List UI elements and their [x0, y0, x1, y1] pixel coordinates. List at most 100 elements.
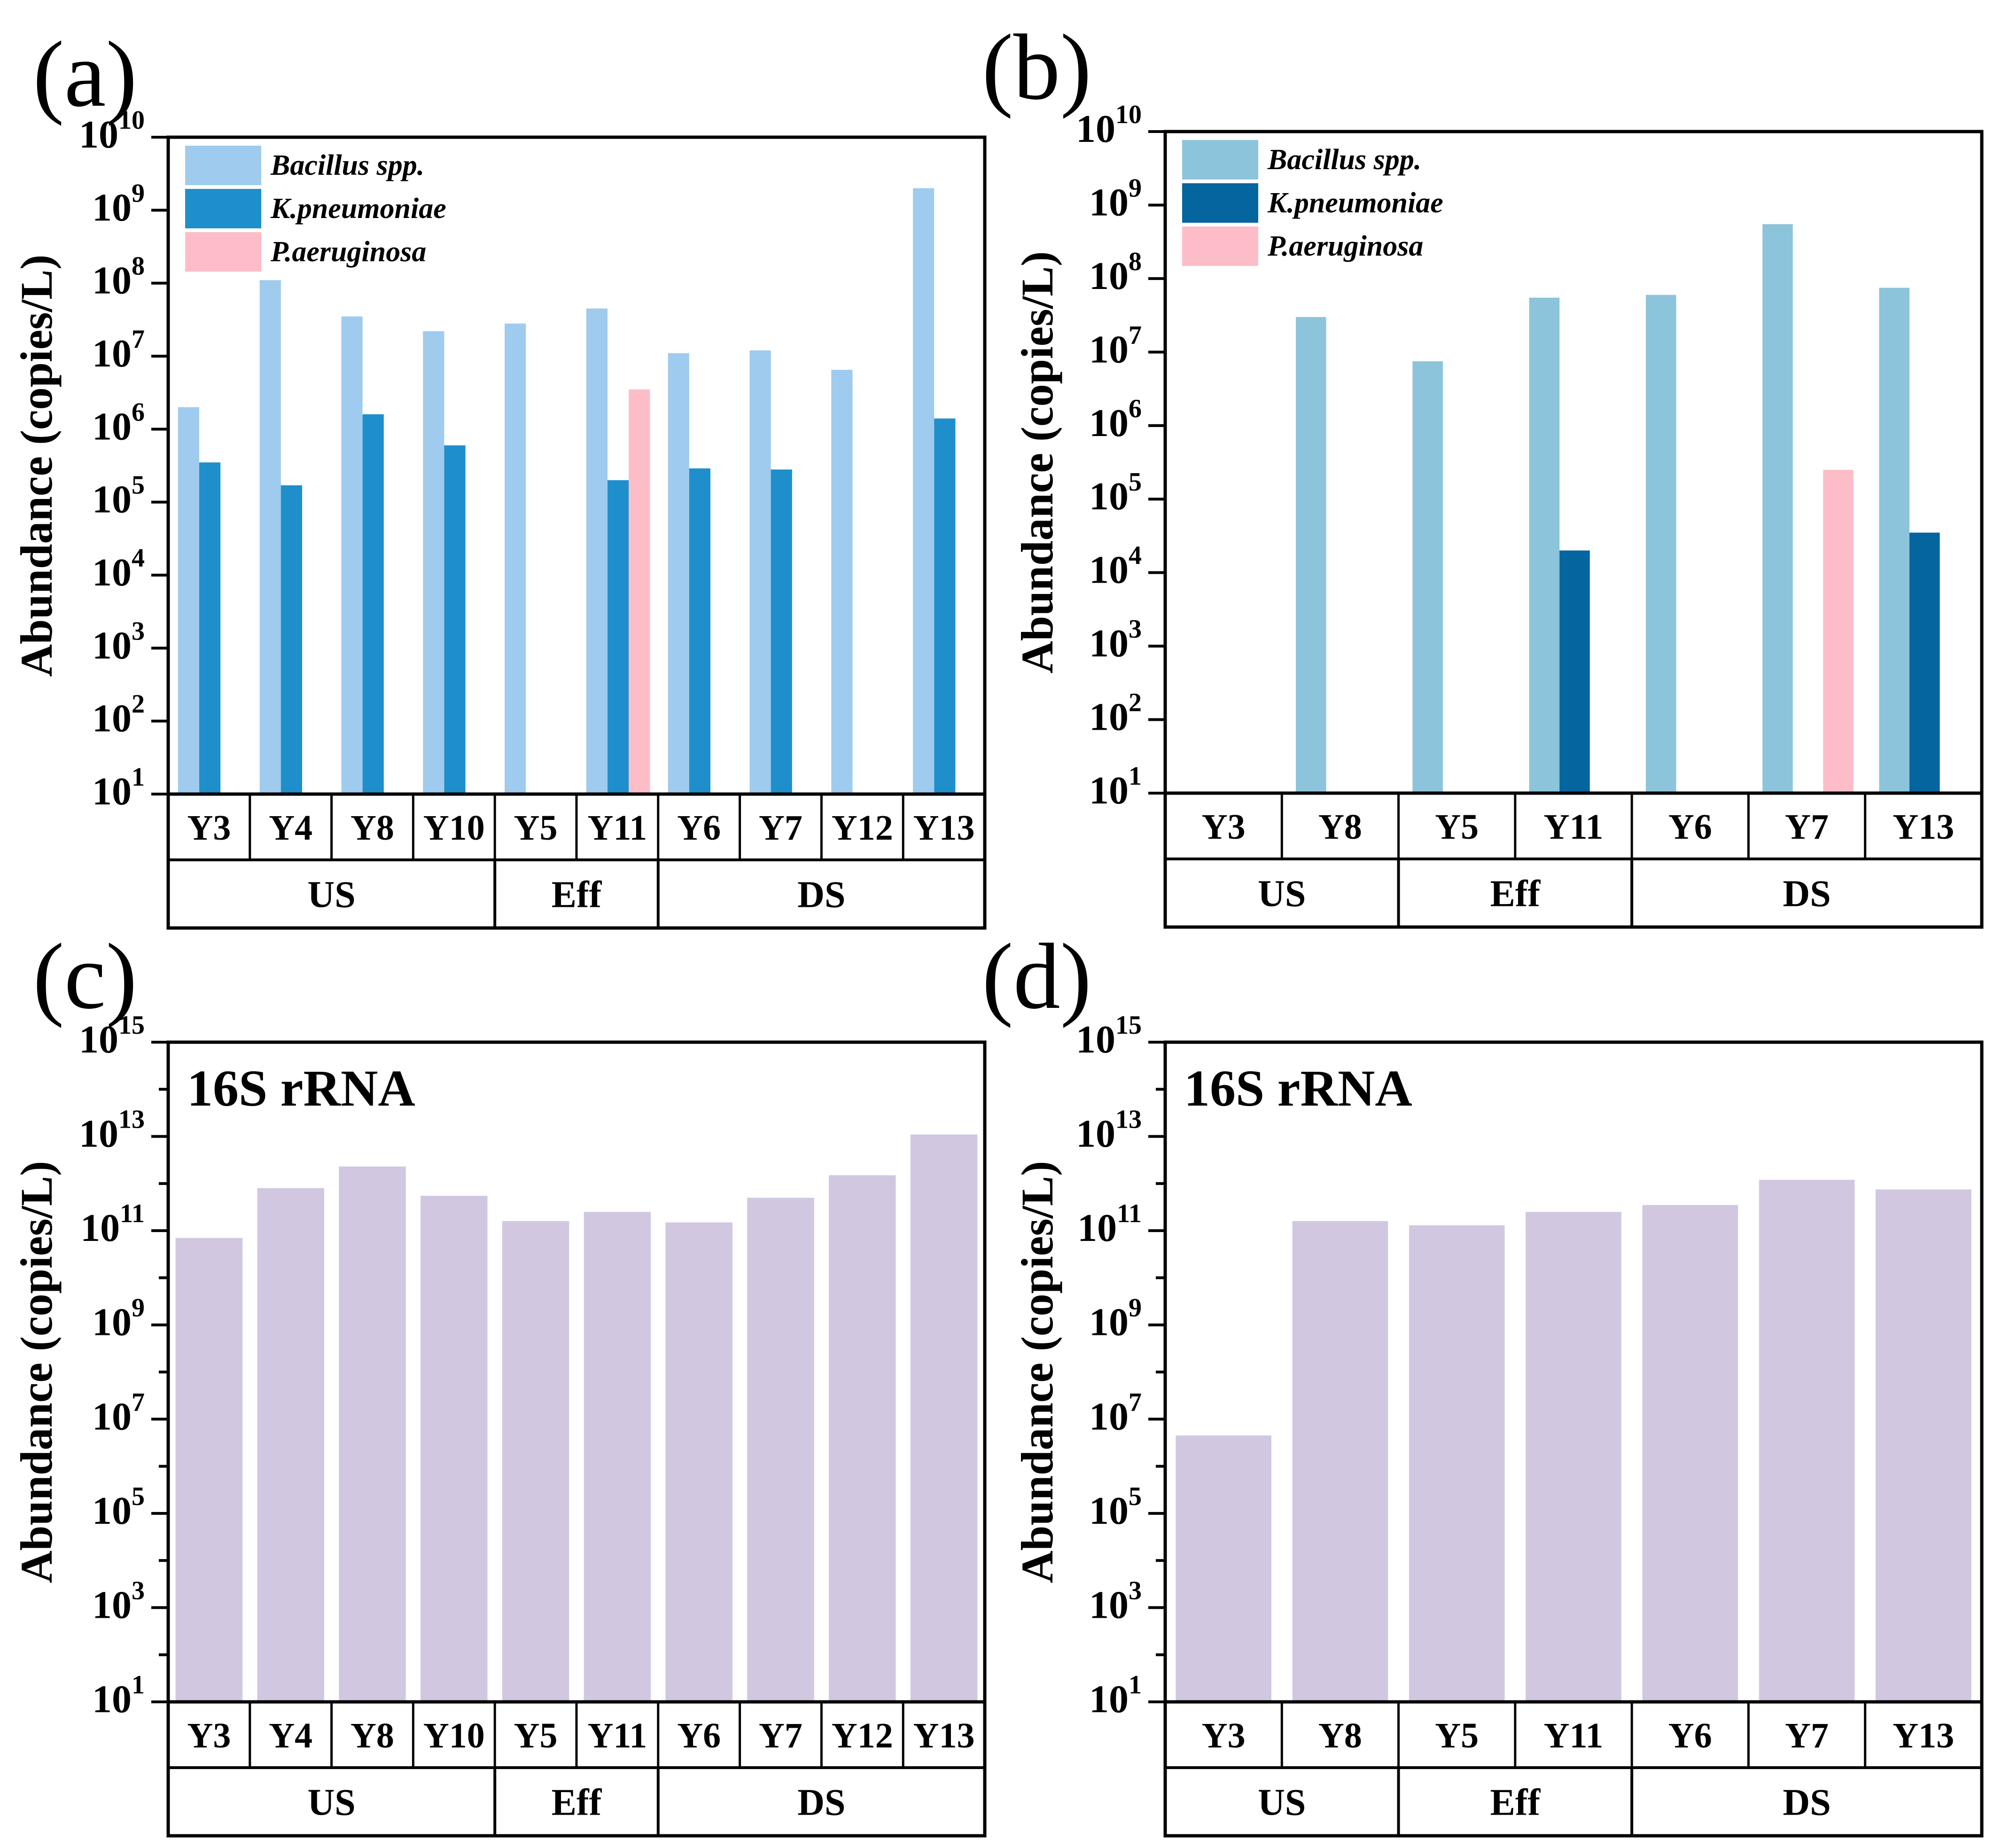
legend-label: P.aeruginosa — [1267, 230, 1423, 262]
category-label-Y4: Y4 — [269, 808, 312, 848]
legend-label: Bacillus spp. — [1267, 144, 1421, 176]
panel-label: (b) — [982, 16, 1091, 119]
panel-a: (a)Abundance (copies/L)10110210310410510… — [11, 23, 987, 930]
bar-Y5-16s-rrna — [502, 1221, 569, 1702]
category-label-Y12: Y12 — [832, 808, 893, 848]
group-label-Eff: Eff — [1490, 1782, 1541, 1824]
category-label-Y3: Y3 — [187, 1716, 231, 1755]
y-tick-label: 1011 — [80, 1199, 145, 1250]
bar-Y13-bacillus-spp- — [1879, 288, 1910, 794]
bar-Y10-k-pneumoniae — [444, 445, 466, 794]
bar-Y13-k-pneumoniae — [1909, 532, 1940, 793]
bar-Y8-16s-rrna — [1292, 1221, 1388, 1702]
y-tick-label: 101 — [92, 1670, 145, 1721]
y-tick-label: 107 — [1089, 1388, 1142, 1438]
category-label-Y6: Y6 — [1668, 1716, 1712, 1755]
bar-Y8-bacillus-spp- — [341, 316, 363, 794]
panel-label: (d) — [982, 925, 1091, 1029]
category-label-Y5: Y5 — [514, 1716, 558, 1755]
y-tick-label: 1011 — [1077, 1199, 1142, 1250]
bar-Y7-16s-rrna — [747, 1198, 814, 1702]
category-label-Y8: Y8 — [351, 808, 394, 848]
panel-label: (c) — [33, 925, 137, 1029]
y-tick-label: 108 — [1089, 247, 1142, 298]
y-tick-label: 1015 — [1076, 1011, 1142, 1061]
legend-swatch — [185, 232, 261, 272]
legend-swatch — [1182, 226, 1258, 266]
category-label-Y8: Y8 — [1318, 1716, 1362, 1755]
bar-Y6-16s-rrna — [665, 1222, 732, 1702]
y-tick-label: 102 — [92, 690, 145, 741]
bars — [175, 1134, 978, 1702]
bar-Y7-bacillus-spp- — [749, 350, 771, 794]
bar-Y11-k-pneumoniae — [608, 480, 629, 794]
y-tick-label: 105 — [1089, 1482, 1142, 1533]
bar-Y13-16s-rrna — [910, 1134, 978, 1702]
bar-Y11-k-pneumoniae — [1559, 550, 1590, 793]
category-label-Y7: Y7 — [759, 1716, 802, 1755]
category-label-Y13: Y13 — [1893, 807, 1954, 847]
category-label-Y7: Y7 — [1785, 1716, 1829, 1755]
bars — [178, 188, 956, 794]
category-label-Y6: Y6 — [1668, 807, 1712, 847]
category-label-Y6: Y6 — [677, 1716, 721, 1755]
bar-Y3-bacillus-spp- — [178, 407, 200, 794]
bar-Y5-16s-rrna — [1409, 1225, 1505, 1702]
y-axis-label: Abundance (copies/L) — [11, 1161, 62, 1583]
bar-Y11-16s-rrna — [584, 1212, 651, 1702]
y-tick-label: 102 — [1089, 688, 1142, 739]
y-tick-label: 109 — [1089, 173, 1142, 224]
y-tick-label: 109 — [92, 179, 145, 229]
category-label-Y13: Y13 — [913, 1716, 975, 1755]
y-tick-label: 108 — [92, 252, 145, 303]
category-label-Y7: Y7 — [759, 808, 802, 848]
y-tick-label: 1010 — [1076, 100, 1142, 151]
group-label-DS: DS — [1783, 873, 1830, 915]
category-label-Y7: Y7 — [1785, 807, 1829, 847]
legend-label: P.aeruginosa — [270, 236, 426, 268]
category-label-Y3: Y3 — [187, 808, 231, 848]
legend-label: K.pneumoniae — [1267, 187, 1443, 219]
legend-label: Bacillus spp. — [270, 149, 424, 181]
bar-Y5-bacillus-spp- — [505, 323, 526, 794]
y-tick-label: 105 — [1089, 468, 1142, 518]
y-axis-label: Abundance (copies/L) — [11, 255, 62, 677]
category-table: Y3 Y8 Y5 Y11 Y6 Y7 Y13 US Eff DS — [1163, 1700, 1984, 1838]
group-label-US: US — [307, 1782, 355, 1824]
group-label-Eff: Eff — [1490, 873, 1541, 915]
y-tick-label: 1010 — [79, 106, 145, 156]
category-label-Y10: Y10 — [423, 1716, 485, 1755]
group-label-DS: DS — [1783, 1782, 1830, 1824]
panel-d: (d) Abundance (copies/L) 101 103 105 107 109 10… — [982, 925, 1984, 1838]
category-label-Y5: Y5 — [514, 808, 558, 848]
category-label-Y11: Y11 — [588, 1716, 647, 1755]
bar-Y4-k-pneumoniae — [280, 485, 303, 794]
panel-b: (b)Abundance (copies/L)10110210310410510… — [982, 16, 1984, 929]
category-label-Y6: Y6 — [677, 808, 721, 848]
bar-Y7-16s-rrna — [1759, 1179, 1855, 1702]
chart-title: 16S rRNA — [187, 1060, 415, 1117]
y-tick-label: 1015 — [79, 1011, 145, 1061]
y-axis-label: Abundance (copies/L) — [1012, 251, 1062, 674]
y-axis-label: Abundance (copies/L) — [1012, 1161, 1062, 1583]
y-tick-label: 103 — [1089, 1576, 1142, 1627]
category-table: Y3 Y4 Y8 Y10 Y5 Y11 Y6 Y7 Y12 Y13 US Eff DS — [166, 1700, 987, 1838]
category-label-Y8: Y8 — [351, 1716, 394, 1755]
y-tick-label: 101 — [1089, 1670, 1142, 1721]
bar-Y4-bacillus-spp- — [259, 280, 281, 794]
legend-swatch — [1182, 140, 1258, 179]
group-label-Eff: Eff — [552, 1782, 602, 1824]
bar-Y7-p-aeruginosa — [1823, 469, 1854, 793]
y-tick-label: 105 — [92, 471, 145, 522]
group-label-US: US — [307, 874, 355, 916]
category-label-Y13: Y13 — [1893, 1716, 1954, 1755]
y-tick-label: 1013 — [1076, 1105, 1142, 1156]
chart-title: 16S rRNA — [1184, 1060, 1412, 1117]
y-tick-label: 109 — [1089, 1294, 1142, 1344]
category-label-Y5: Y5 — [1435, 1716, 1479, 1755]
group-label-Eff: Eff — [552, 874, 602, 916]
bar-Y11-p-aeruginosa — [629, 389, 650, 794]
y-tick-label: 105 — [92, 1482, 145, 1533]
bar-Y6-bacillus-spp- — [1645, 295, 1676, 793]
legend: Bacillus spp. K.pneumoniae P.aeruginosa — [185, 146, 446, 272]
